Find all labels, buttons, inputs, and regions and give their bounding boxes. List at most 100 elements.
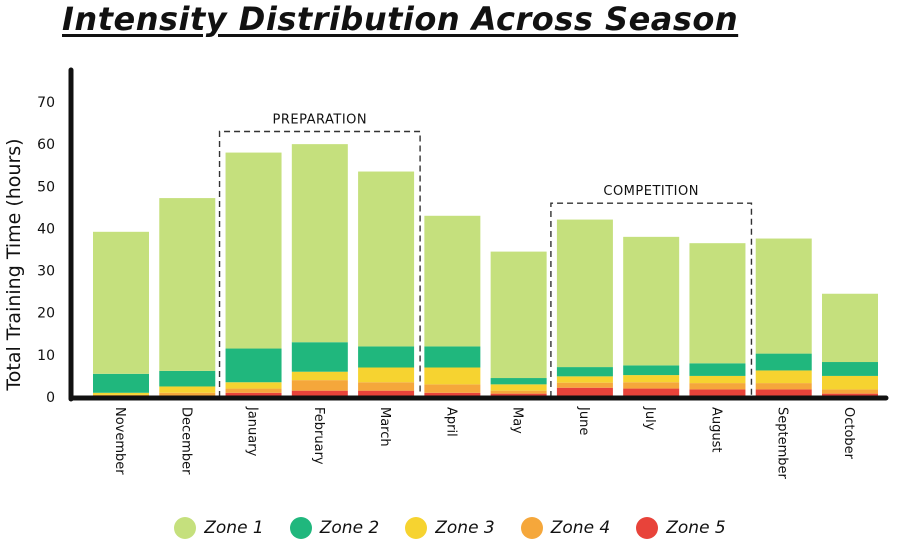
bar-june-zone-2 xyxy=(556,367,613,377)
bar-april-zone-4 xyxy=(424,384,481,393)
bar-june-zone-3 xyxy=(556,376,613,383)
bar-march-zone-3 xyxy=(358,367,415,383)
bar-june-zone-5 xyxy=(556,387,613,397)
bar-july-zone-1 xyxy=(623,236,680,366)
x-tick-january: January xyxy=(245,406,260,457)
bar-december-zone-4 xyxy=(159,392,216,396)
bar-march-zone-2 xyxy=(358,346,415,368)
bar-september-zone-2 xyxy=(755,353,812,371)
axes xyxy=(68,67,889,402)
bar-july-zone-4 xyxy=(623,382,680,389)
bar-april-zone-5 xyxy=(424,392,481,397)
period-annotations: PREPARATION COMPETITION xyxy=(218,113,753,397)
bar-may-zone-5 xyxy=(490,393,547,397)
bar-august-zone-2 xyxy=(689,363,746,376)
bar-stacks xyxy=(93,144,878,397)
x-tick-november: November xyxy=(112,407,127,475)
bar-january-zone-3 xyxy=(225,382,282,389)
legend-swatch-zone-3 xyxy=(405,517,428,539)
legend-item-zone-2: Zone 2 xyxy=(289,517,380,539)
legend: Zone 1 Zone 2 Zone 3 Zone 4 Zone 5 xyxy=(0,515,900,541)
x-axis-ticks: November December January February March Apri… xyxy=(112,406,856,480)
bar-january-zone-5 xyxy=(225,392,282,397)
legend-item-zone-1: Zone 1 xyxy=(174,517,264,539)
y-tick-60: 60 xyxy=(37,137,55,153)
bar-july-zone-3 xyxy=(623,375,680,383)
bar-january-zone-4 xyxy=(225,388,282,393)
bar-august-zone-3 xyxy=(689,375,746,384)
bar-january-zone-2 xyxy=(225,348,282,383)
bar-june-zone-1 xyxy=(556,219,613,368)
bar-november-zone-2 xyxy=(93,373,149,393)
legend-item-zone-4: Zone 4 xyxy=(520,517,611,539)
x-tick-october: October xyxy=(841,407,856,460)
bar-march-zone-4 xyxy=(358,382,415,391)
bar-april-zone-3 xyxy=(424,367,481,385)
y-tick-20: 20 xyxy=(37,306,55,322)
bar-october-zone-1 xyxy=(822,293,878,363)
legend-label-zone-2: Zone 2 xyxy=(319,518,380,538)
bar-december-zone-1 xyxy=(159,198,216,371)
annotation-competition-label: COMPETITION xyxy=(603,184,699,199)
y-tick-30: 30 xyxy=(37,264,55,280)
bar-november-zone-1 xyxy=(93,231,149,374)
bar-october-zone-2 xyxy=(822,362,878,376)
x-tick-may: May xyxy=(510,407,525,434)
legend-swatch-zone-2 xyxy=(289,517,312,539)
y-tick-10: 10 xyxy=(37,348,55,364)
legend-label-zone-3: Zone 3 xyxy=(435,518,495,538)
bar-april-zone-2 xyxy=(424,346,481,368)
annotation-preparation-bracket xyxy=(218,130,421,397)
x-tick-september: September xyxy=(775,407,790,480)
bar-september-zone-5 xyxy=(755,389,812,397)
x-tick-december: December xyxy=(178,407,193,475)
bar-may-zone-3 xyxy=(490,384,547,391)
x-tick-february: February xyxy=(311,407,326,465)
bar-june-zone-4 xyxy=(556,382,613,388)
legend-label-zone-1: Zone 1 xyxy=(204,518,264,538)
legend-swatch-zone-1 xyxy=(174,517,197,539)
bar-september-zone-1 xyxy=(755,238,812,354)
legend-label-zone-4: Zone 4 xyxy=(550,518,611,538)
bar-july-zone-5 xyxy=(623,388,680,397)
bar-february-zone-4 xyxy=(291,380,348,391)
x-tick-july: July xyxy=(642,406,657,431)
bar-february-zone-2 xyxy=(291,342,348,372)
bar-february-zone-3 xyxy=(291,371,348,381)
bar-october-zone-3 xyxy=(822,375,878,390)
y-axis-ticks: 0 10 20 30 40 50 60 70 xyxy=(37,95,55,406)
bar-january-zone-1 xyxy=(225,152,282,349)
bar-september-zone-3 xyxy=(755,370,812,384)
annotation-competition-bracket xyxy=(550,202,753,397)
bar-july-zone-2 xyxy=(623,365,680,376)
bar-december-zone-3 xyxy=(159,386,216,393)
bar-march-zone-1 xyxy=(358,171,415,347)
y-axis-label: Total Training Time (hours) xyxy=(3,138,25,391)
legend-swatch-zone-5 xyxy=(636,517,659,539)
legend-item-zone-5: Zone 5 xyxy=(636,517,726,539)
x-tick-august: August xyxy=(708,407,723,453)
bar-february-zone-1 xyxy=(291,144,348,343)
chart-title: Intensity Distribution Across Season xyxy=(62,0,739,38)
bar-november-zone-3 xyxy=(93,392,149,395)
bar-august-zone-1 xyxy=(689,243,746,364)
x-tick-march: March xyxy=(377,407,392,447)
bar-september-zone-4 xyxy=(755,383,812,390)
bar-october-zone-4 xyxy=(822,389,878,394)
legend-swatch-zone-4 xyxy=(520,517,543,539)
bar-august-zone-5 xyxy=(689,389,746,397)
legend-item-zone-3: Zone 3 xyxy=(405,517,495,539)
annotation-preparation-label: PREPARATION xyxy=(273,113,368,128)
y-tick-70: 70 xyxy=(37,95,55,111)
bar-april-zone-1 xyxy=(424,215,481,347)
y-axis-label-group: Total Training Time (hours) xyxy=(3,138,25,391)
x-tick-april: April xyxy=(443,407,458,437)
bar-august-zone-4 xyxy=(689,383,746,390)
bar-march-zone-5 xyxy=(358,390,415,397)
y-tick-0: 0 xyxy=(46,390,55,406)
bar-may-zone-4 xyxy=(490,390,547,394)
y-tick-50: 50 xyxy=(37,179,55,195)
bar-october-zone-5 xyxy=(822,393,878,397)
bar-may-zone-1 xyxy=(490,251,547,379)
